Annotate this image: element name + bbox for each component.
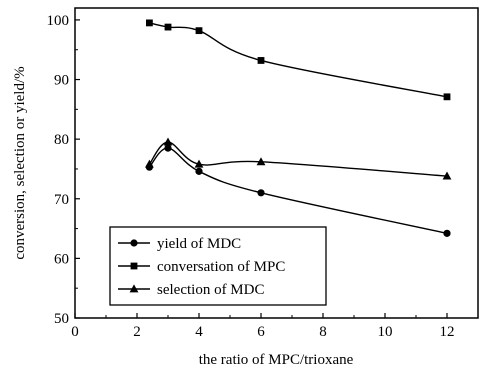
point-selection-of-mdc xyxy=(194,159,204,168)
point-selection-of-mdc xyxy=(256,157,266,166)
legend-marker-yield-of-mdc xyxy=(130,239,138,247)
x-tick-label: 10 xyxy=(378,324,393,340)
legend: yield of MDC conversation of MPC selection… xyxy=(109,226,327,306)
point-conversation-of-mpc xyxy=(257,57,265,64)
x-axis-label: the ratio of MPC/trioxane xyxy=(199,352,354,368)
legend-marker-selection-of-mdc xyxy=(129,284,139,293)
point-yield-of-mdc xyxy=(257,189,265,197)
y-axis-label: conversion, selection or yield/% xyxy=(12,66,28,259)
point-selection-of-mdc xyxy=(145,159,154,168)
tick-group: 0 2 4 6 8 10 12 50 60 70 80 90 100 xyxy=(47,13,455,340)
legend-items: yield of MDC conversation of MPC selection… xyxy=(118,236,285,298)
point-conversation-of-mpc xyxy=(146,19,153,27)
y-tick-label: 80 xyxy=(54,132,69,148)
line-yield-of-mdc xyxy=(148,147,448,235)
x-tick-label: 2 xyxy=(133,324,141,340)
plot-frame xyxy=(74,7,479,319)
legend-label-selection-of-mdc: selection of MDC xyxy=(157,282,264,298)
point-conversation-of-mpc xyxy=(443,93,451,101)
line-selection-of-mdc xyxy=(148,141,448,177)
x-tick-label: 12 xyxy=(440,324,455,340)
point-conversation-of-mpc xyxy=(195,27,203,35)
point-conversation-of-mpc xyxy=(164,23,172,31)
point-selection-of-mdc xyxy=(442,171,452,180)
point-yield-of-mdc xyxy=(164,144,172,152)
point-yield-of-mdc xyxy=(195,167,203,175)
x-tick-label: 4 xyxy=(195,324,203,340)
y-tick-label: 70 xyxy=(54,192,69,208)
point-selection-of-mdc xyxy=(163,137,173,146)
x-tick-label: 8 xyxy=(319,324,327,340)
y-tick-label: 60 xyxy=(54,251,69,267)
x-tick-label: 6 xyxy=(257,324,265,340)
legend-label-conversation-of-mpc: conversation of MPC xyxy=(157,259,285,275)
legend-label-yield-of-mdc: yield of MDC xyxy=(157,236,241,252)
legend-marker-conversation-of-mpc xyxy=(130,262,138,270)
y-tick-label: 100 xyxy=(47,13,70,29)
line-conversation-of-mpc xyxy=(149,22,448,98)
y-tick-label: 50 xyxy=(54,311,69,327)
series-markers xyxy=(145,19,452,237)
series-lines xyxy=(148,22,448,235)
y-tick-label: 90 xyxy=(54,73,69,89)
point-yield-of-mdc xyxy=(443,229,451,237)
x-tick-label: 0 xyxy=(71,324,79,340)
